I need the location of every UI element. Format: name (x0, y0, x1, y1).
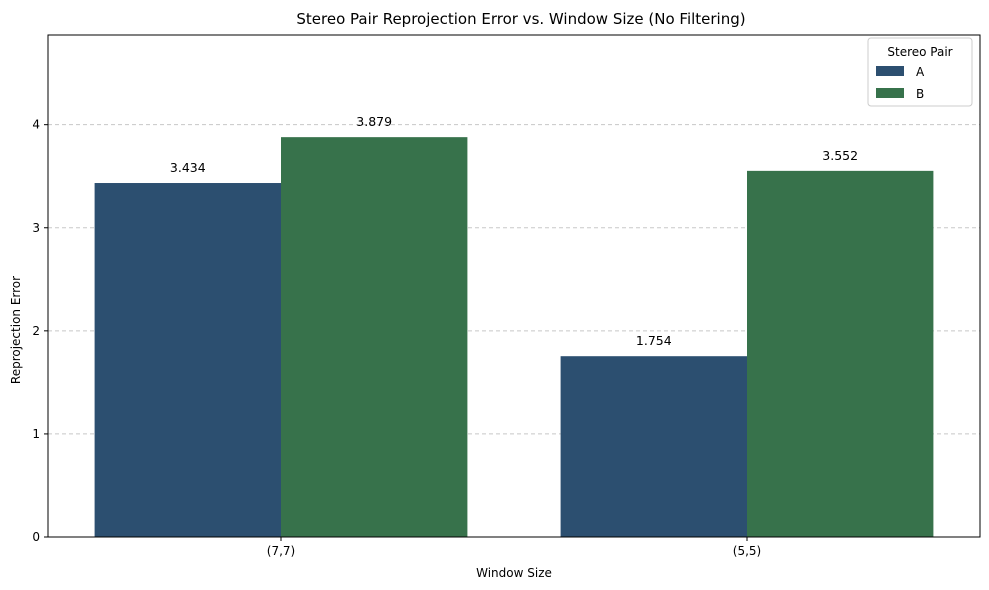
x-tick-label: (7,7) (267, 544, 295, 558)
y-tick-label: 4 (32, 118, 40, 132)
data-label-a-1: 1.754 (636, 333, 672, 348)
y-axis-ticks: 0 1 2 3 4 (32, 118, 48, 544)
data-label-b-0: 3.879 (356, 114, 392, 129)
plot-frame (47, 34, 981, 538)
legend-label-a: A (916, 65, 925, 79)
x-axis-label: Window Size (476, 566, 552, 580)
y-tick-label: 3 (32, 221, 40, 235)
bar-b-1 (747, 170, 934, 537)
data-labels: 3.434 3.879 1.754 3.552 (170, 114, 858, 348)
legend-swatch-a (876, 66, 904, 76)
legend-label-b: B (916, 87, 924, 101)
data-label-a-0: 3.434 (170, 160, 206, 175)
bars (94, 137, 934, 538)
y-tick-label: 2 (32, 324, 40, 338)
y-tick-label: 0 (32, 530, 40, 544)
legend: Stereo Pair A B (867, 37, 973, 107)
bar-a-0 (94, 183, 281, 537)
legend-title: Stereo Pair (887, 45, 952, 59)
y-tick-label: 1 (32, 427, 40, 441)
legend-swatch-b (876, 88, 904, 98)
bar-b-0 (281, 137, 468, 538)
bar-a-1 (560, 356, 747, 537)
x-tick-label: (5,5) (733, 544, 761, 558)
chart-title: Stereo Pair Reprojection Error vs. Windo… (296, 10, 745, 28)
data-label-b-1: 3.552 (822, 148, 858, 163)
y-axis-label: Reprojection Error (9, 276, 23, 384)
x-axis-ticks: (7,7) (5,5) (267, 537, 761, 558)
